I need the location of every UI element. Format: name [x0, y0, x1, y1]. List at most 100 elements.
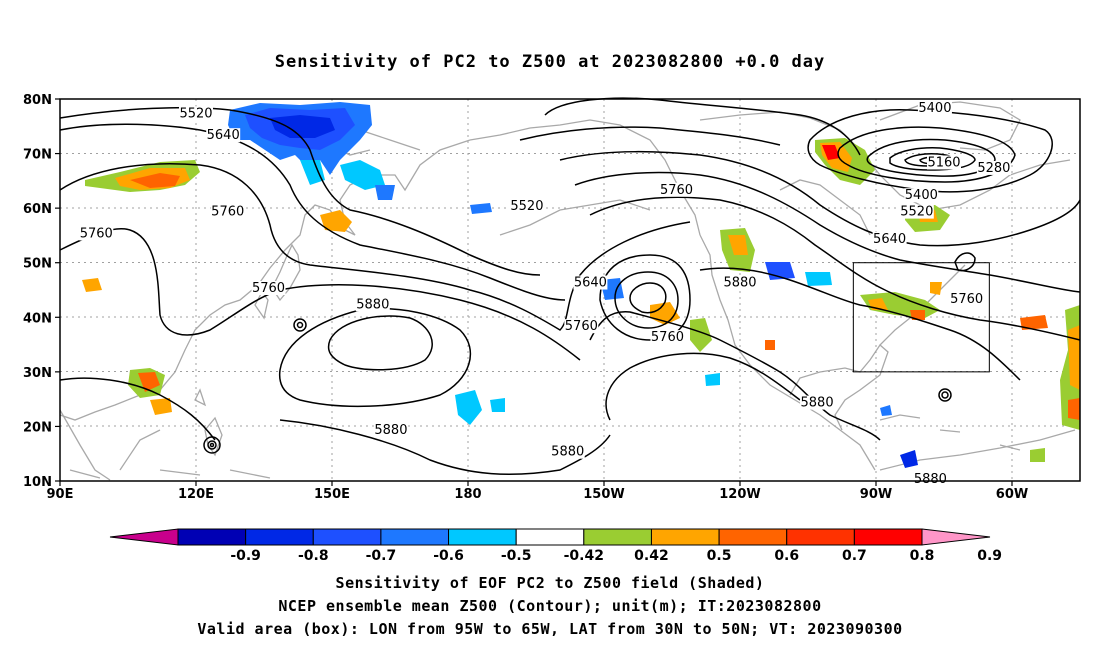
contour-label: 5880 — [356, 297, 389, 312]
contour-label: 5160 — [927, 155, 960, 170]
colorbar-segment — [786, 528, 855, 546]
contour-label-bg — [179, 106, 213, 121]
colorbar: -0.9 -0.8 -0.7 -0.6 -0.5 -0.42 0.42 0.5 0.6 0.7 0.… — [109, 528, 1002, 564]
contour-label-bg — [355, 297, 390, 312]
longitude-axis: 90E 120E 150E 180 150W 120W 90W 60W — [47, 481, 1028, 502]
contour-label: 5880 — [914, 472, 947, 487]
lon-tick-label: 150W — [583, 487, 624, 502]
contour-label-bg — [976, 160, 1011, 175]
contour-label-bg — [550, 444, 585, 459]
contour-label: 5880 — [374, 423, 407, 438]
contour-label: 5760 — [211, 205, 244, 220]
caption-contour: NCEP ensemble mean Z500 (Contour); unit(… — [278, 597, 822, 615]
contour-label-bg — [573, 275, 608, 290]
map-frame — [59, 98, 1081, 482]
contour-label: 5640 — [207, 128, 240, 143]
colorbar-label: -0.9 — [230, 548, 261, 564]
lat-tick-label: 40N — [23, 311, 52, 326]
contour-label: 5880 — [723, 276, 756, 291]
contour-label: 5280 — [977, 161, 1010, 176]
sensitivity-shading — [82, 102, 1080, 468]
latitude-axis: 80N 70N 60N 50N 40N 30N 20N 10N — [23, 93, 60, 490]
contour-label-bg — [917, 100, 952, 115]
contour-label-bg — [927, 155, 961, 170]
contour-label: 5760 — [565, 319, 598, 334]
contour-label: 5760 — [252, 281, 285, 296]
contour-label-bg — [723, 275, 757, 290]
colorbar-label: 0.5 — [707, 548, 732, 564]
lon-tick-label: 60W — [996, 487, 1028, 502]
colorbar-label: -0.8 — [298, 548, 329, 564]
contour-label-bg — [872, 231, 907, 246]
caption-valid-area: Valid area (box): LON from 95W to 65W, L… — [197, 620, 903, 638]
colorbar-label: 0.42 — [634, 548, 669, 564]
contour-label-bg — [800, 395, 835, 410]
colorbar-label: -0.7 — [366, 548, 397, 564]
contour-label-bg — [949, 291, 984, 306]
lat-tick-label: 10N — [23, 475, 52, 490]
lon-tick-label: 120E — [178, 487, 214, 502]
colorbar-label: 0.6 — [774, 548, 799, 564]
contour-label-bg — [904, 188, 939, 203]
colorbar-segment — [312, 528, 382, 546]
colorbar-label: 0.9 — [977, 548, 1002, 564]
contour-label-bg — [251, 281, 286, 295]
contour-label: 5760 — [651, 330, 684, 345]
contour-label-bg — [373, 422, 408, 437]
contour-label-bg — [899, 204, 934, 219]
contour-label-bg — [79, 226, 114, 241]
lon-tick-label: 90E — [47, 487, 74, 502]
colorbar-label: -0.6 — [433, 548, 464, 564]
lat-tick-label: 30N — [23, 366, 52, 381]
contour-label-bg — [564, 319, 599, 334]
lat-tick-label: 80N — [23, 93, 52, 108]
colorbar-segment — [448, 528, 517, 546]
lat-tick-label: 70N — [23, 148, 52, 163]
contour-label: 5880 — [801, 396, 834, 411]
lon-tick-label: 120W — [719, 487, 760, 502]
map-panel: 5520 5640 5760 5760 5760 5880 5520 5640 5760 5760… — [59, 97, 1081, 487]
contour-label: 5520 — [900, 205, 933, 220]
coastlines — [59, 101, 1076, 481]
colorbar-label: -0.5 — [501, 548, 532, 564]
contour-label: 5400 — [905, 188, 938, 203]
lon-tick-label: 150E — [314, 487, 350, 502]
contour-label: 5520 — [510, 199, 543, 214]
contour-label: 5520 — [179, 106, 212, 121]
contour-labels: 5520 5640 5760 5760 5760 5880 5520 5640 5760 5760… — [79, 100, 1011, 487]
contour-label-bg — [509, 199, 544, 214]
contour-label: 5760 — [80, 226, 113, 241]
colorbar-segment — [245, 528, 314, 546]
colorbar-max-arrow — [921, 528, 991, 546]
colorbar-segment — [177, 528, 247, 546]
colorbar-label: 0.8 — [910, 548, 935, 564]
contour-label: 5760 — [660, 183, 693, 198]
z500-contours — [59, 97, 1081, 476]
colorbar-label: 0.7 — [842, 548, 867, 564]
lat-tick-label: 20N — [23, 420, 52, 435]
contour-label: 5400 — [918, 101, 951, 116]
colorbar-segment — [650, 528, 720, 546]
contour-label: 5760 — [950, 292, 983, 307]
contour-label-bg — [659, 182, 694, 197]
colorbar-segment — [380, 528, 450, 546]
contour-label: 5640 — [873, 232, 906, 247]
contour-label: 5640 — [574, 276, 607, 291]
contour-label-bg — [650, 330, 685, 345]
lat-tick-label: 60N — [23, 202, 52, 217]
contour-label-bg — [206, 128, 241, 143]
map-title: Sensitivity of PC2 to Z500 at 2023082800… — [274, 52, 826, 72]
caption-shading: Sensitivity of EOF PC2 to Z500 field (Sh… — [335, 574, 765, 592]
lon-tick-label: 90W — [860, 487, 892, 502]
colorbar-label: -0.42 — [564, 548, 604, 564]
valid-area-box — [852, 262, 990, 373]
lon-tick-label: 180 — [454, 487, 481, 502]
contour-label-bg — [913, 472, 948, 486]
colorbar-segment — [853, 528, 923, 546]
contour-label: 5880 — [551, 445, 584, 460]
colorbar-segment — [718, 528, 788, 546]
colorbar-segment — [515, 528, 585, 546]
lat-tick-label: 50N — [23, 257, 52, 272]
colorbar-min-arrow — [109, 528, 179, 546]
